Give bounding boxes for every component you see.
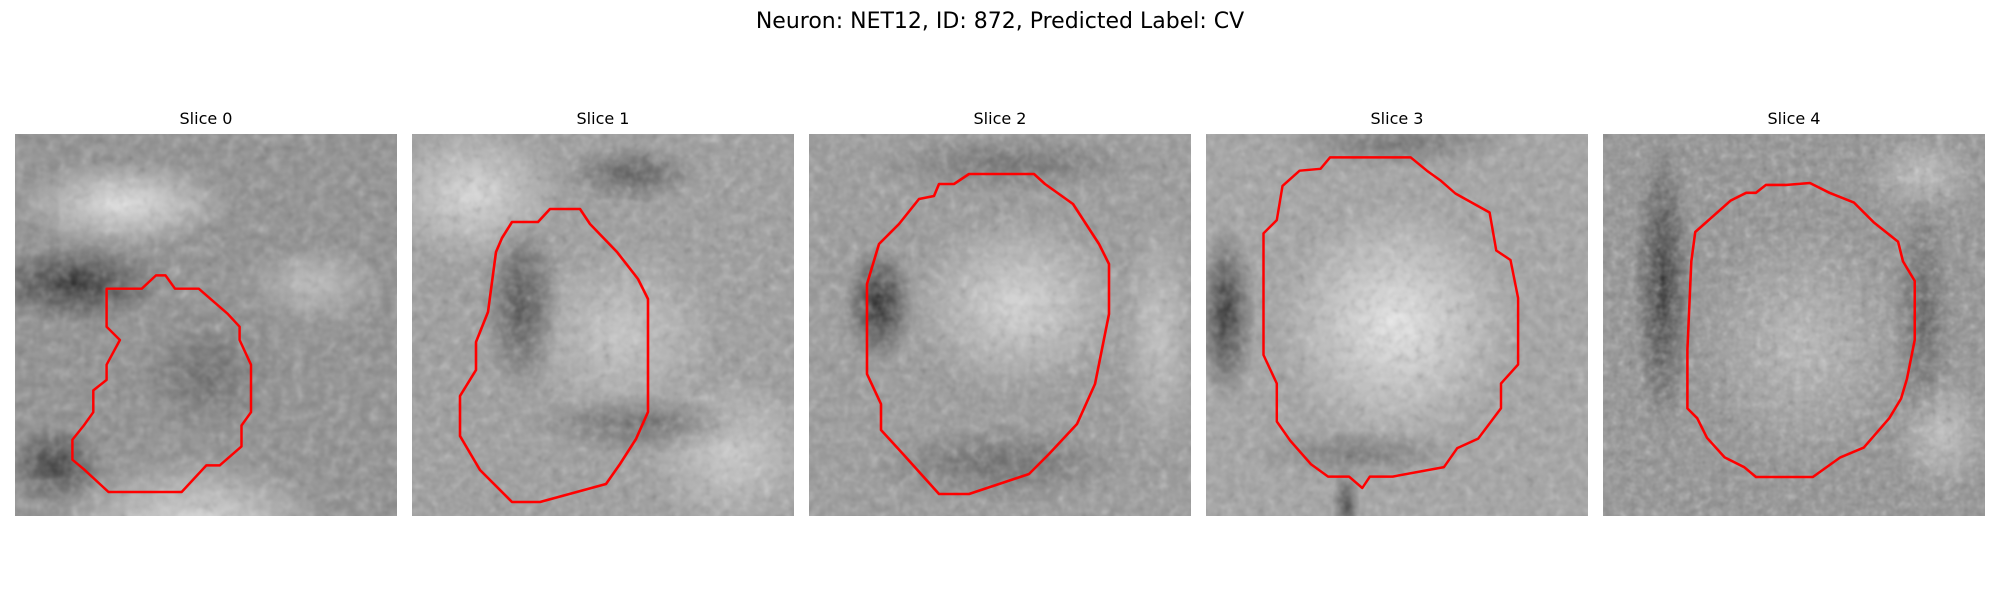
slice-title-1: Slice 1 bbox=[576, 109, 630, 128]
figure-title: Neuron: NET12, ID: 872, Predicted Label:… bbox=[755, 9, 1245, 34]
slice-title-3: Slice 3 bbox=[1370, 109, 1424, 128]
slice-title-2: Slice 2 bbox=[973, 109, 1027, 128]
slice-image-4 bbox=[1603, 134, 1985, 516]
slice-image-3 bbox=[1206, 134, 1588, 516]
slice-title-4: Slice 4 bbox=[1767, 109, 1821, 128]
slice-image-2 bbox=[809, 134, 1191, 516]
slice-image-1 bbox=[412, 134, 794, 516]
slice-title-0: Slice 0 bbox=[179, 109, 233, 128]
slice-image-0 bbox=[15, 134, 397, 516]
